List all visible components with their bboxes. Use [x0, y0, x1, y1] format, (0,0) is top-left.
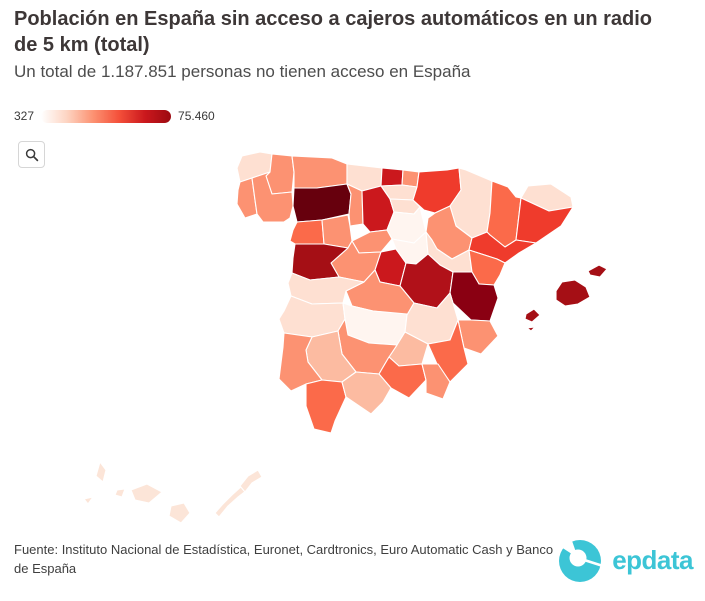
page-subtitle: Un total de 1.187.851 personas no tienen…: [14, 62, 471, 81]
map-region-malaga[interactable]: [341, 371, 392, 415]
map-region-la-palma[interactable]: [95, 461, 107, 483]
map-region-formentera[interactable]: [526, 326, 536, 332]
zoom-button[interactable]: [18, 141, 45, 168]
map-region-almeria[interactable]: [421, 363, 451, 400]
map-region-fuerteventura[interactable]: [214, 484, 248, 518]
map-region-mallorca[interactable]: [555, 279, 591, 307]
map-region-bizkaia[interactable]: [380, 167, 404, 187]
color-scale-legend: 327 75.460: [14, 107, 215, 125]
epdata-brand-link[interactable]: epdata: [558, 537, 693, 584]
map-region-zamora[interactable]: [289, 219, 325, 245]
legend-min-label: 327: [14, 109, 35, 123]
map-region-el-hierro[interactable]: [83, 496, 94, 505]
map-region-asturias[interactable]: [291, 155, 348, 189]
map-region-menorca[interactable]: [587, 264, 608, 278]
map-region-lanzarote[interactable]: [239, 469, 263, 493]
map-region-ibiza[interactable]: [524, 308, 541, 323]
map-region-gipuzkoa[interactable]: [401, 169, 420, 188]
map-region-cadiz[interactable]: [305, 379, 347, 434]
source-text: Fuente: Instituto Nacional de Estadístic…: [14, 542, 554, 576]
map-region-segovia[interactable]: [351, 229, 393, 254]
epdata-donut-logo-icon: [558, 537, 604, 582]
map-region-tenerife[interactable]: [130, 483, 163, 504]
magnifier-icon: [25, 148, 38, 161]
epdata-wordmark: epdata: [612, 545, 693, 575]
page-title: Población en España sin acceso a cajeros…: [14, 8, 652, 56]
map-region-ourense[interactable]: [251, 171, 294, 223]
legend-gradient-bar: [41, 109, 172, 123]
legend-max-label: 75.460: [178, 109, 215, 123]
map-region-la-gomera[interactable]: [114, 488, 126, 498]
map-region-gran-canaria[interactable]: [168, 502, 191, 524]
map-region-valladolid[interactable]: [321, 214, 353, 249]
